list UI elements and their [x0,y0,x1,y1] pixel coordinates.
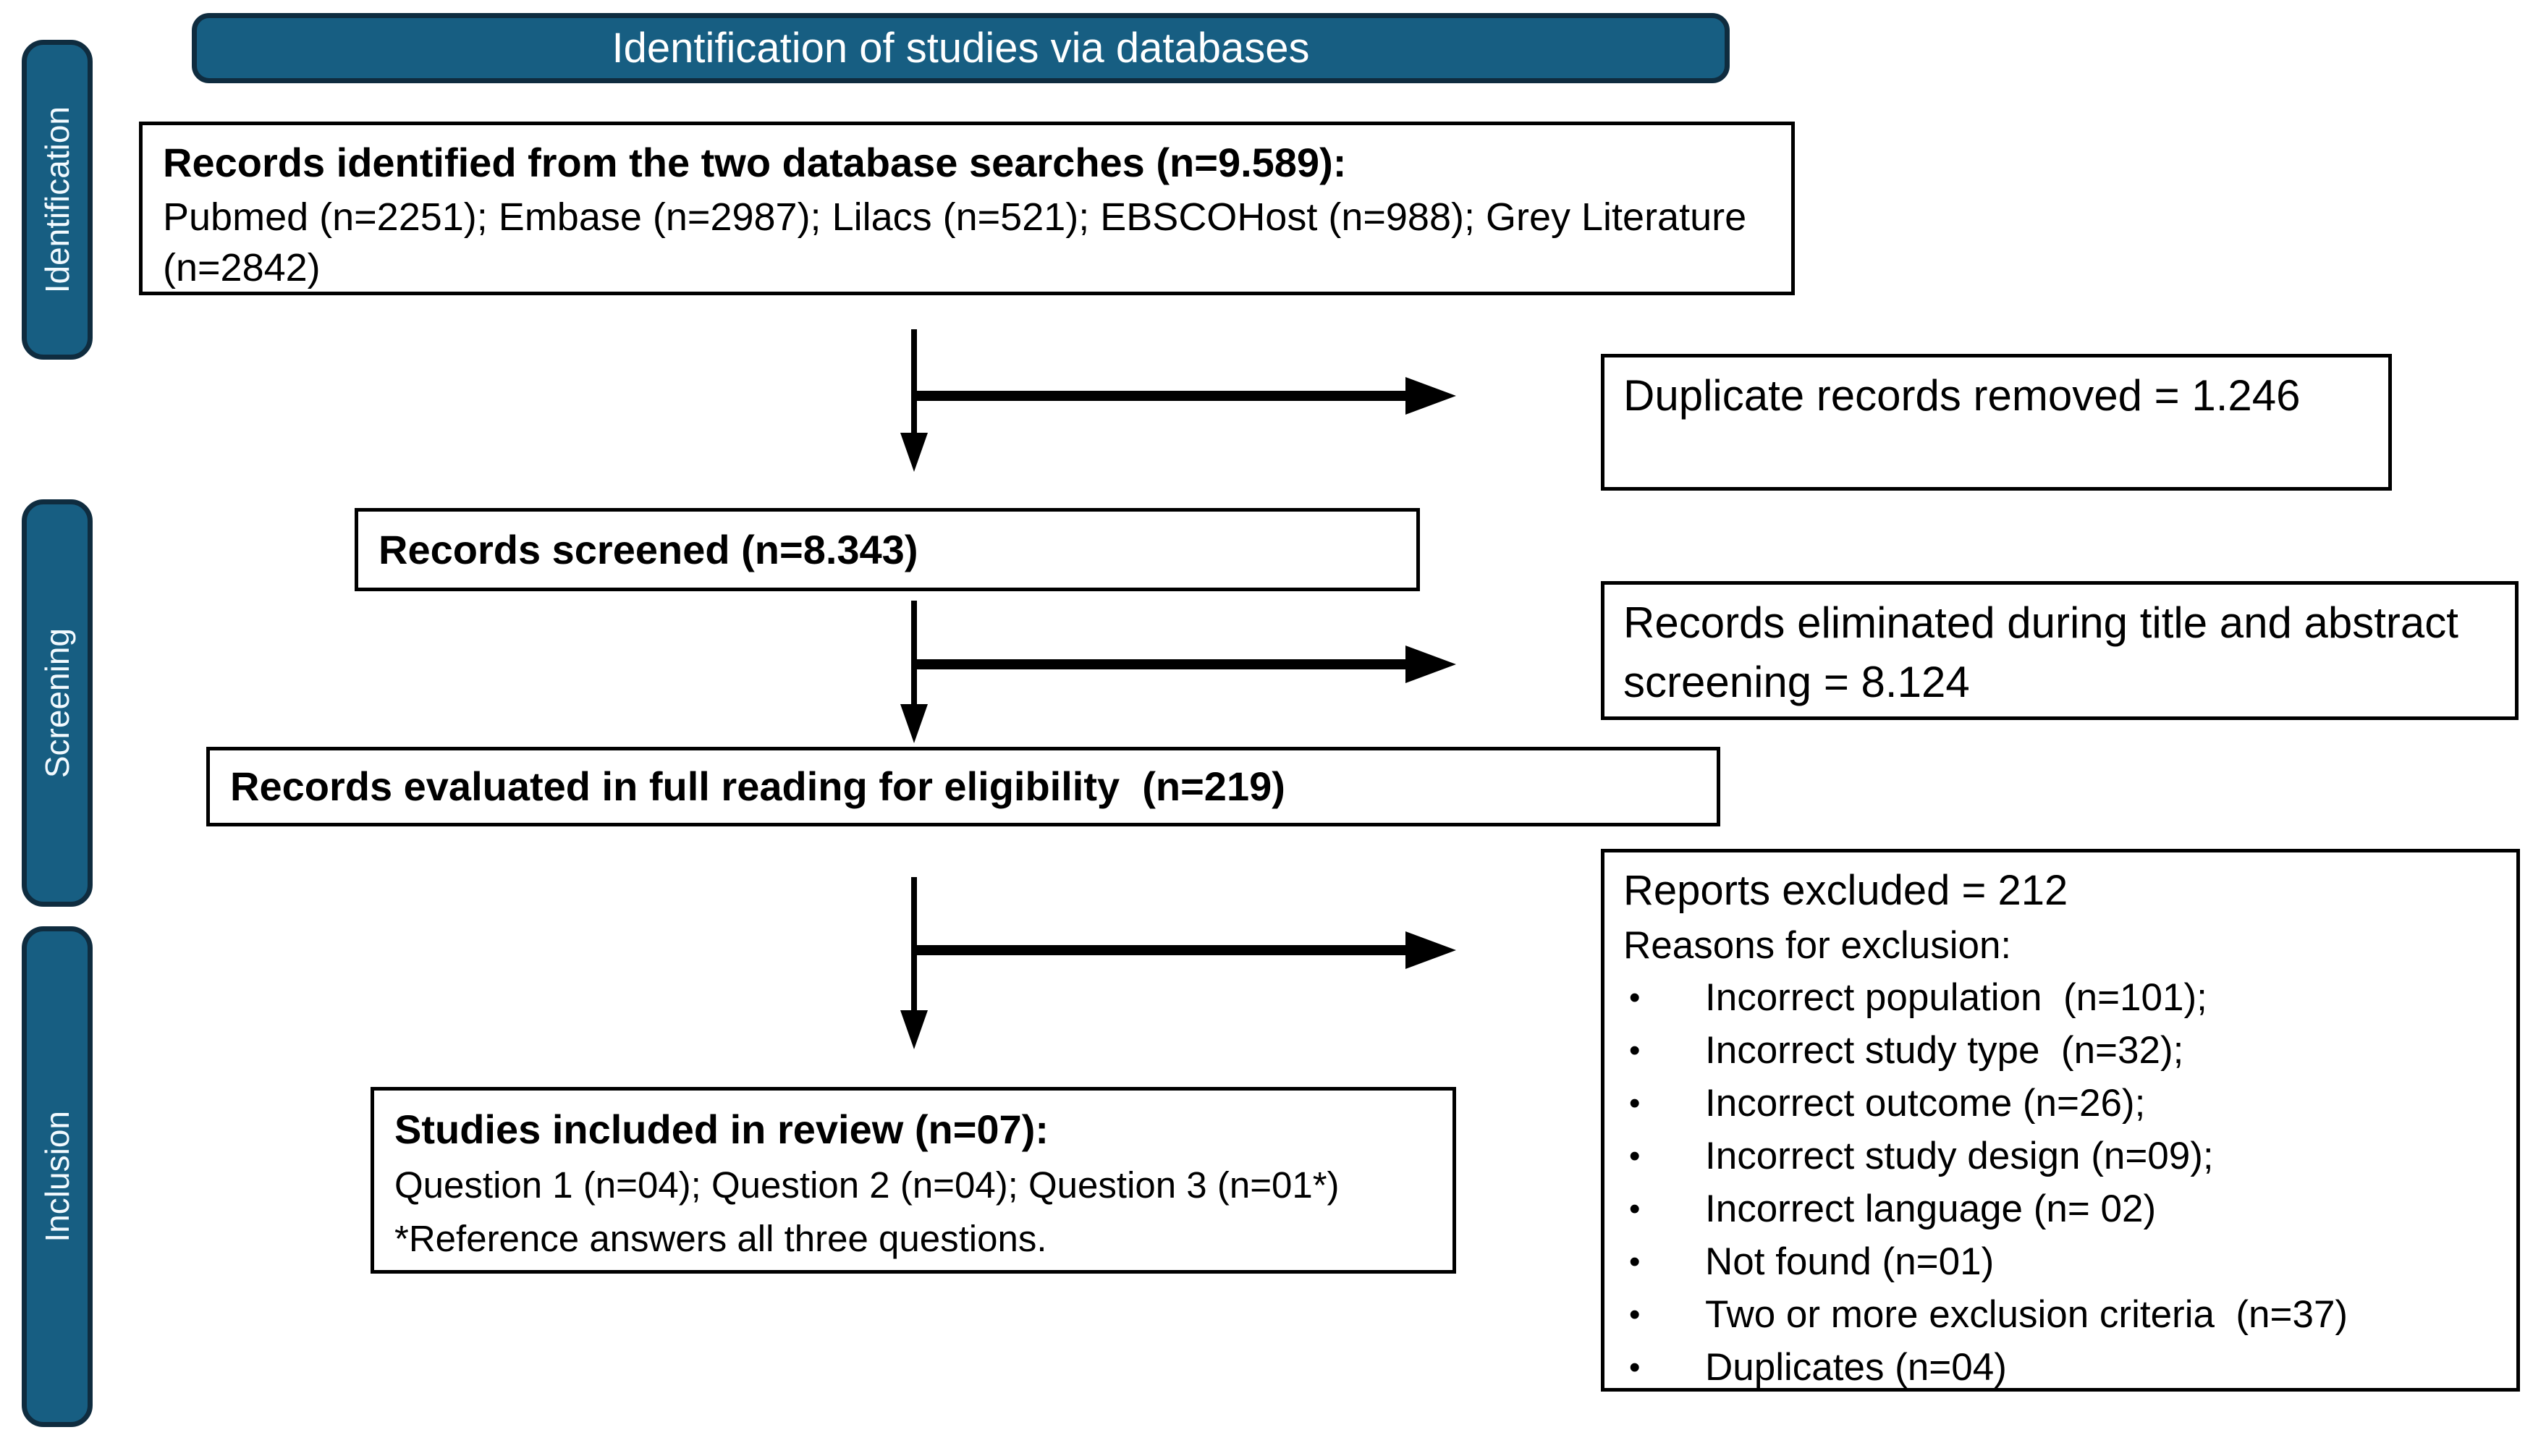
exclusion-reason-row: • Incorrect language (n= 02) [1623,1182,2498,1235]
exclusion-reason-text: Incorrect language (n= 02) [1705,1188,2157,1230]
exclusion-reason-row: • Duplicates (n=04) [1623,1341,2498,1394]
exclusion-reason-text: Incorrect study design (n=09); [1705,1135,2214,1177]
bullet-dot-icon: • [1629,1297,1641,1332]
box-reports-excluded-title: Reports excluded = 212 [1623,867,2068,914]
box-records-eliminated: Records eliminated during title and abst… [1601,581,2519,720]
bullet-dot-icon: • [1629,1033,1641,1068]
exclusion-reason-text: Incorrect outcome (n=26); [1705,1082,2146,1125]
box-reports-excluded: Reports excluded = 212 Reasons for exclu… [1601,849,2520,1392]
bullet-dot-icon: • [1629,1244,1641,1279]
exclusion-reason-text: Incorrect population (n=101); [1705,976,2207,1019]
connector-evaluated-to-included [900,877,1456,1049]
box-studies-included-note: *Reference answers all three questions. [394,1218,1047,1259]
exclusion-reason-row: • Not found (n=01) [1623,1235,2498,1288]
box-duplicates-removed: Duplicate records removed = 1.246 [1601,354,2392,491]
exclusion-reason-row: • Two or more exclusion criteria (n=37) [1623,1288,2498,1341]
connector-identified-to-screened [900,329,1456,472]
phase-tab-screening: Screening [22,499,93,907]
exclusion-reason-text: Two or more exclusion criteria (n=37) [1705,1293,2348,1336]
exclusion-reason-text: Duplicates (n=04) [1705,1346,2007,1389]
box-records-identified-detail: Pubmed (n=2251); Embase (n=2987); Lilacs… [163,195,1769,289]
exclusion-reason-row: • Incorrect study type (n=32); [1623,1024,2498,1077]
exclusion-reason-row: • Incorrect population (n=101); [1623,971,2498,1024]
connector-screened-to-evaluated [900,601,1456,743]
arrow-right-2-head [1405,646,1456,683]
box-studies-included-title: Studies included in review (n=07): [394,1106,1049,1152]
bullet-dot-icon: • [1629,1350,1641,1385]
arrow-down-3-head [900,1010,928,1049]
box-records-screened: Records screened (n=8.343) [355,508,1420,591]
banner-label: Identification of studies via databases [612,25,1310,72]
box-records-evaluated: Records evaluated in full reading for el… [206,747,1720,826]
box-records-evaluated-title: Records evaluated in full reading for el… [230,763,1285,809]
phase-tab-inclusion: Inclusion [22,926,93,1427]
box-records-identified: Records identified from the two database… [139,122,1795,295]
phase-tab-identification: Identification [22,40,93,360]
exclusion-reason-row: • Incorrect study design (n=09); [1623,1130,2498,1182]
phase-tab-inclusion-label: Inclusion [38,1111,76,1243]
arrow-down-1-head [900,433,928,472]
bullet-dot-icon: • [1629,1138,1641,1174]
exclusion-reason-list: • Incorrect population (n=101); • Incorr… [1623,971,2498,1394]
phase-tab-identification-label: Identification [38,106,76,294]
box-studies-included: Studies included in review (n=07): Quest… [371,1087,1456,1274]
arrow-down-2-head [900,704,928,743]
box-records-screened-title: Records screened (n=8.343) [379,526,918,572]
bullet-dot-icon: • [1629,980,1641,1015]
phase-tab-screening-label: Screening [38,627,76,779]
bullet-dot-icon: • [1629,1191,1641,1227]
exclusion-reason-text: Incorrect study type (n=32); [1705,1029,2184,1072]
exclusion-reason-text: Not found (n=01) [1705,1240,1995,1283]
arrow-right-1-head [1405,377,1456,415]
bullet-dot-icon: • [1629,1085,1641,1121]
box-records-eliminated-text: Records eliminated during title and abst… [1623,598,2471,706]
arrow-right-3-head [1405,931,1456,969]
exclusion-reason-row: • Incorrect outcome (n=26); [1623,1077,2498,1130]
box-records-identified-title: Records identified from the two database… [163,140,1347,185]
box-duplicates-removed-text: Duplicate records removed = 1.246 [1623,371,2301,420]
banner-identification-via-databases: Identification of studies via databases [192,13,1730,83]
box-reports-excluded-subtitle: Reasons for exclusion: [1623,924,2012,967]
box-studies-included-detail: Question 1 (n=04); Question 2 (n=04); Qu… [394,1164,1340,1206]
